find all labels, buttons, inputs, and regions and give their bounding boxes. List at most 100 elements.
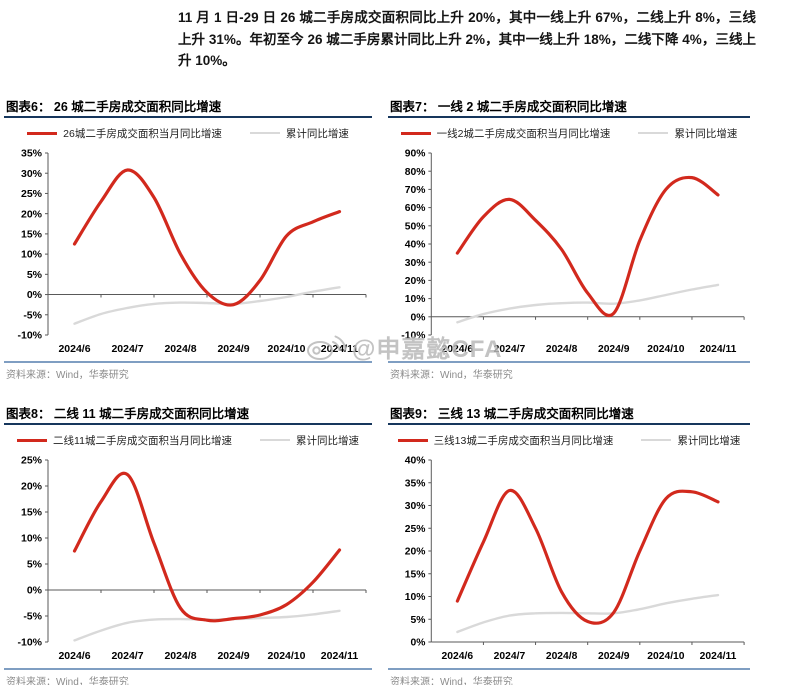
svg-text:2024/10: 2024/10 (268, 650, 306, 662)
svg-text:-5%: -5% (23, 309, 42, 321)
svg-text:15%: 15% (21, 228, 43, 240)
svg-text:10%: 10% (21, 249, 43, 261)
figure7-panel: 图表7： 一线 2 城二手房成交面积同比增速 一线2城二手房成交面积当月同比增速… (388, 94, 750, 381)
monthly-line-swatch (397, 438, 428, 442)
svg-text:15%: 15% (21, 507, 43, 519)
legend-item-cumulative: 累计同比增速 (638, 126, 737, 141)
svg-text:20%: 20% (21, 481, 43, 493)
legend-item-monthly: 26城二手房成交面积当月同比增速 (27, 126, 222, 141)
svg-text:20%: 20% (21, 208, 43, 220)
svg-text:2024/6: 2024/6 (58, 650, 90, 662)
svg-text:2024/8: 2024/8 (164, 343, 196, 355)
figure7-source: 资料来源：Wind，华泰研究 (390, 370, 513, 381)
cumulative-line-swatch (249, 131, 280, 135)
svg-text:2024/6: 2024/6 (442, 651, 474, 662)
legend-label-cumulative: 累计同比增速 (295, 434, 359, 447)
figure7-legend: 一线2城二手房成交面积当月同比增速 累计同比增速 (388, 122, 750, 144)
source-divider (388, 668, 750, 670)
source-divider (4, 668, 372, 670)
svg-text:10%: 10% (21, 533, 43, 545)
svg-text:10%: 10% (405, 294, 426, 305)
svg-text:35%: 35% (405, 478, 426, 489)
svg-text:0%: 0% (27, 585, 43, 597)
svg-text:0%: 0% (410, 312, 425, 323)
legend-item-monthly: 一线2城二手房成交面积当月同比增速 (400, 126, 611, 141)
legend-item-cumulative: 累计同比增速 (641, 433, 740, 448)
svg-text:70%: 70% (405, 185, 426, 196)
figure8-title: 图表8： 二线 11 城二手房成交面积同比增速 (4, 401, 372, 425)
svg-text:30%: 30% (405, 258, 426, 269)
svg-text:15%: 15% (405, 569, 426, 580)
svg-text:2024/11: 2024/11 (321, 343, 359, 355)
legend-item-monthly: 二线11城二手房成交面积当月同比增速 (17, 433, 232, 448)
svg-text:2024/7: 2024/7 (494, 344, 526, 355)
figure6-title: 图表6： 26 城二手房成交面积同比增速 (4, 94, 372, 118)
svg-text:20%: 20% (405, 276, 426, 287)
svg-text:2024/6: 2024/6 (58, 343, 90, 355)
figure6-panel: 图表6： 26 城二手房成交面积同比增速 26城二手房成交面积当月同比增速 累计… (4, 94, 372, 381)
svg-text:90%: 90% (405, 149, 426, 160)
figure9-panel: 图表9： 三线 13 城二手房成交面积同比增速 三线13城二手房成交面积当月同比… (388, 401, 750, 685)
svg-text:50%: 50% (405, 221, 426, 232)
figure8-panel: 图表8： 二线 11 城二手房成交面积同比增速 二线11城二手房成交面积当月同比… (4, 401, 372, 685)
svg-text:35%: 35% (21, 148, 43, 160)
svg-text:2024/10: 2024/10 (647, 344, 685, 355)
svg-text:20%: 20% (405, 547, 426, 558)
figure8-chart: 25% 20% 15% 10% 5% 0% -5% -10% 2024/6 2024/7 2024/… (17, 455, 367, 662)
svg-text:30%: 30% (21, 168, 43, 180)
header-paragraph: 11 月 1 日-29 日 26 城二手房成交面积同比上升 20%，其中一线上升… (178, 10, 756, 68)
legend-item-cumulative: 累计同比增速 (259, 433, 359, 448)
source-divider (4, 361, 372, 363)
figure6-chart: 35% 30% 25% 20% 15% 10% 5% 0% -5% -10% 2024/6 2024/… (17, 148, 367, 355)
svg-text:60%: 60% (405, 203, 426, 214)
cumulative-line-swatch (641, 438, 672, 442)
figure7-chart: 90% 80% 70% 60% 50% 40% 30% 20% 10% 0% -10% 2024/6 2… (401, 149, 745, 355)
source-divider (388, 361, 750, 363)
legend-label-cumulative: 累计同比增速 (285, 127, 349, 140)
legend-label-monthly: 一线2城二手房成交面积当月同比增速 (436, 127, 611, 140)
legend-item-monthly: 三线13城二手房成交面积当月同比增速 (397, 433, 614, 448)
svg-text:5%: 5% (27, 269, 43, 281)
figure6-legend: 26城二手房成交面积当月同比增速 累计同比增速 (4, 122, 372, 144)
monthly-line-swatch (17, 438, 48, 442)
svg-text:40%: 40% (405, 456, 426, 467)
svg-text:2024/8: 2024/8 (546, 344, 578, 355)
legend-label-monthly: 三线13城二手房成交面积当月同比增速 (433, 434, 614, 447)
figure9-source: 资料来源：Wind，华泰研究 (390, 677, 513, 685)
svg-text:2024/8: 2024/8 (164, 650, 196, 662)
svg-text:2024/9: 2024/9 (217, 343, 249, 355)
svg-text:5%: 5% (410, 615, 425, 626)
svg-text:2024/7: 2024/7 (111, 650, 143, 662)
svg-text:25%: 25% (21, 455, 43, 467)
svg-text:-5%: -5% (23, 611, 42, 623)
svg-text:0%: 0% (410, 638, 425, 649)
figure7-title: 图表7： 一线 2 城二手房成交面积同比增速 (388, 94, 750, 118)
figure9-legend: 三线13城二手房成交面积当月同比增速 累计同比增速 (388, 429, 750, 451)
monthly-line-swatch (400, 131, 431, 135)
monthly-line-swatch (27, 131, 58, 135)
svg-text:2024/7: 2024/7 (111, 343, 143, 355)
figure8-legend: 二线11城二手房成交面积当月同比增速 累计同比增速 (4, 429, 372, 451)
cumulative-line-swatch (259, 438, 290, 442)
figure9-title: 图表9： 三线 13 城二手房成交面积同比增速 (388, 401, 750, 425)
svg-text:-10%: -10% (401, 331, 425, 342)
legend-label-cumulative: 累计同比增速 (677, 434, 741, 447)
svg-text:-10%: -10% (17, 330, 42, 342)
svg-text:25%: 25% (405, 524, 426, 535)
svg-text:80%: 80% (405, 167, 426, 178)
svg-text:2024/9: 2024/9 (598, 344, 630, 355)
legend-label-monthly: 26城二手房成交面积当月同比增速 (63, 127, 222, 140)
cumulative-line-swatch (638, 131, 669, 135)
svg-text:0%: 0% (27, 289, 43, 301)
svg-text:10%: 10% (405, 592, 426, 603)
figure6-source: 资料来源：Wind，华泰研究 (6, 370, 129, 381)
svg-text:2024/9: 2024/9 (598, 651, 630, 662)
figure8-source: 资料来源：Wind，华泰研究 (6, 677, 129, 685)
figure9-chart: 40% 35% 30% 25% 20% 15% 10% 5% 0% 2024/6 2024/7 202… (405, 456, 745, 662)
svg-text:40%: 40% (405, 240, 426, 251)
svg-text:2024/10: 2024/10 (268, 343, 306, 355)
svg-text:2024/7: 2024/7 (494, 651, 526, 662)
svg-text:5%: 5% (27, 559, 43, 571)
legend-label-monthly: 二线11城二手房成交面积当月同比增速 (53, 434, 232, 447)
svg-text:2024/10: 2024/10 (647, 651, 685, 662)
